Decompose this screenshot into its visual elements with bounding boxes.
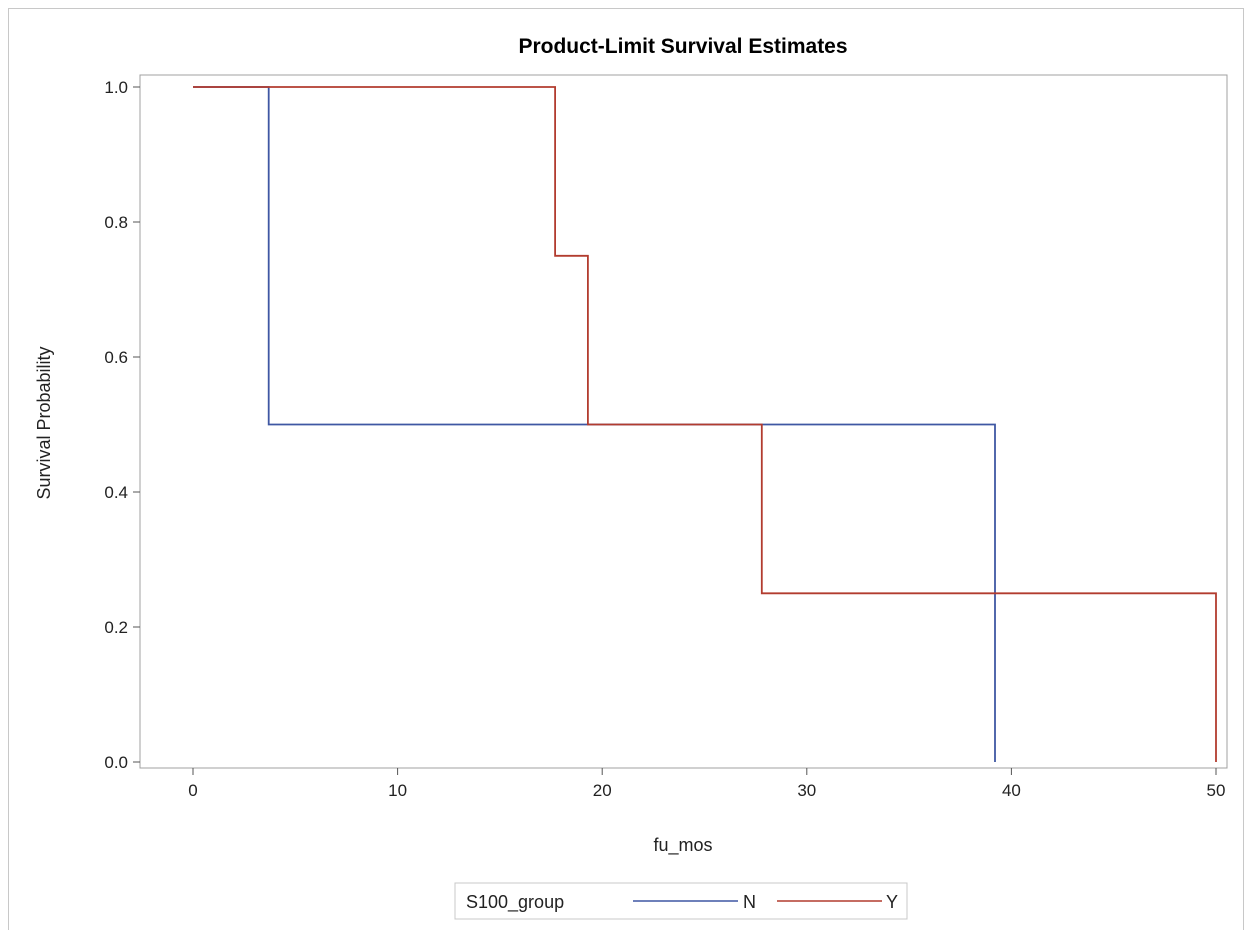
legend-label-n: N xyxy=(743,892,756,912)
y-tick-label: 0.0 xyxy=(104,753,128,772)
plot-area xyxy=(139,74,1228,769)
x-tick-label: 20 xyxy=(593,781,612,800)
y-tick-label: 0.4 xyxy=(104,483,128,502)
legend-label-y: Y xyxy=(886,892,898,912)
y-axis-title: Survival Probability xyxy=(34,346,54,499)
legend: S100_group N Y xyxy=(454,882,908,920)
x-tick-label: 50 xyxy=(1207,781,1226,800)
x-tick-label: 0 xyxy=(188,781,197,800)
x-tick-label: 40 xyxy=(1002,781,1021,800)
chart-frame xyxy=(8,8,1244,930)
y-tick-label: 0.2 xyxy=(104,618,128,637)
survival-curve-y xyxy=(193,86,1217,762)
x-axis: 0 10 20 30 40 50 xyxy=(188,768,1225,800)
y-tick-label: 0.6 xyxy=(104,348,128,367)
legend-title: S100_group xyxy=(466,892,564,913)
x-tick-label: 30 xyxy=(797,781,816,800)
chart-title: Product-Limit Survival Estimates xyxy=(518,35,847,58)
series-layer xyxy=(193,86,1217,762)
y-tick-label: 1.0 xyxy=(104,78,128,97)
y-axis: 0.0 0.2 0.4 0.6 0.8 1.0 xyxy=(104,78,140,772)
x-axis-title: fu_mos xyxy=(653,835,712,856)
x-tick-label: 10 xyxy=(388,781,407,800)
y-tick-label: 0.8 xyxy=(104,213,128,232)
